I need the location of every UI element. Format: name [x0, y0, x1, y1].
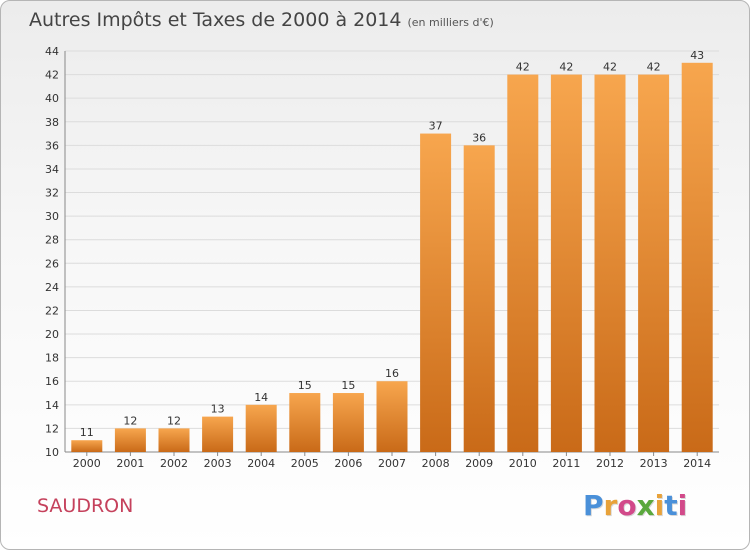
y-tick-label: 24 [45, 281, 59, 294]
x-tick-label: 2001 [116, 457, 144, 470]
y-tick-label: 44 [45, 45, 59, 58]
y-tick-label: 34 [45, 163, 59, 176]
data-label: 15 [341, 379, 355, 392]
chart-title: Autres Impôts et Taxes de 2000 à 2014 (en… [29, 9, 494, 31]
y-tick-label: 20 [45, 328, 59, 341]
data-label: 11 [80, 426, 94, 439]
proxiti-logo[interactable]: Proxiti [583, 489, 687, 522]
data-label: 43 [690, 49, 704, 62]
y-tick-label: 22 [45, 304, 59, 317]
bar-2012[interactable] [594, 74, 626, 453]
x-tick-label: 2011 [552, 457, 580, 470]
y-tick-label: 10 [45, 446, 59, 459]
data-label: 36 [472, 131, 486, 144]
y-tick-label: 16 [45, 375, 59, 388]
logo-letter: i [654, 489, 665, 522]
data-label: 42 [559, 61, 573, 74]
bar-2011[interactable] [550, 74, 582, 453]
x-tick-label: 2013 [640, 457, 668, 470]
x-tick-label: 2005 [291, 457, 319, 470]
bar-2008[interactable] [420, 133, 452, 452]
data-label: 16 [385, 367, 399, 380]
x-tick-label: 2009 [465, 457, 493, 470]
bars [71, 62, 713, 453]
bar-2009[interactable] [463, 145, 495, 452]
bar-2001[interactable] [114, 428, 146, 452]
y-tick-label: 30 [45, 210, 59, 223]
x-tick-label: 2002 [160, 457, 188, 470]
x-tick-label: 2003 [204, 457, 232, 470]
x-tick-label: 2000 [73, 457, 101, 470]
x-tick-labels: 2000 2001 2002 2003 2004 2005 2006 2007 2008 2009… [73, 457, 711, 470]
bar-2013[interactable] [638, 74, 670, 453]
bar-2005[interactable] [289, 393, 321, 452]
y-tick-label: 32 [45, 187, 59, 200]
data-label: 15 [298, 379, 312, 392]
x-tick-label: 2006 [334, 457, 362, 470]
data-label: 42 [603, 61, 617, 74]
logo-letter: r [603, 489, 618, 522]
x-tick-label: 2004 [247, 457, 275, 470]
bar-2004[interactable] [245, 404, 277, 452]
data-label: 37 [429, 120, 443, 133]
data-label: 12 [123, 414, 137, 427]
x-tick-label: 2012 [596, 457, 624, 470]
bar-2007[interactable] [376, 381, 408, 452]
data-labels: 11 12 12 13 14 15 15 16 37 36 42 42 42 42 43 [80, 49, 704, 439]
logo-letter: o [617, 489, 637, 522]
bar-2006[interactable] [332, 393, 364, 452]
y-tick-label: 40 [45, 92, 59, 105]
bar-2003[interactable] [202, 416, 234, 452]
y-tick-labels: 10 12 14 16 18 20 22 24 26 28 30 32 34 36 38 40 42 44 [45, 45, 59, 459]
y-tick-label: 26 [45, 257, 59, 270]
y-tick-label: 38 [45, 116, 59, 129]
y-tick-label: 14 [45, 399, 59, 412]
x-tick-label: 2008 [422, 457, 450, 470]
chart-title-unit: (en milliers d'€) [407, 16, 494, 29]
bar-2000[interactable] [71, 440, 103, 452]
logo-letter: i [677, 489, 688, 522]
data-label: 42 [647, 61, 661, 74]
y-tick-label: 12 [45, 422, 59, 435]
data-label: 42 [516, 61, 530, 74]
logo-letter: t [664, 489, 678, 522]
y-tick-label: 28 [45, 234, 59, 247]
chart-title-main: Autres Impôts et Taxes de 2000 à 2014 [29, 9, 402, 31]
data-label: 12 [167, 414, 181, 427]
y-tick-label: 36 [45, 139, 59, 152]
y-tick-label: 42 [45, 69, 59, 82]
bar-2014[interactable] [681, 62, 713, 452]
data-label: 13 [211, 403, 225, 416]
logo-letter: P [583, 489, 604, 522]
x-tick-label: 2010 [509, 457, 537, 470]
bar-2002[interactable] [158, 428, 190, 452]
logo-letter: x [636, 489, 655, 522]
x-tick-label: 2014 [683, 457, 711, 470]
commune-name: SAUDRON [37, 495, 134, 517]
bar-2010[interactable] [507, 74, 539, 453]
x-tick-label: 2007 [378, 457, 406, 470]
data-label: 14 [254, 391, 268, 404]
y-tick-label: 18 [45, 352, 59, 365]
